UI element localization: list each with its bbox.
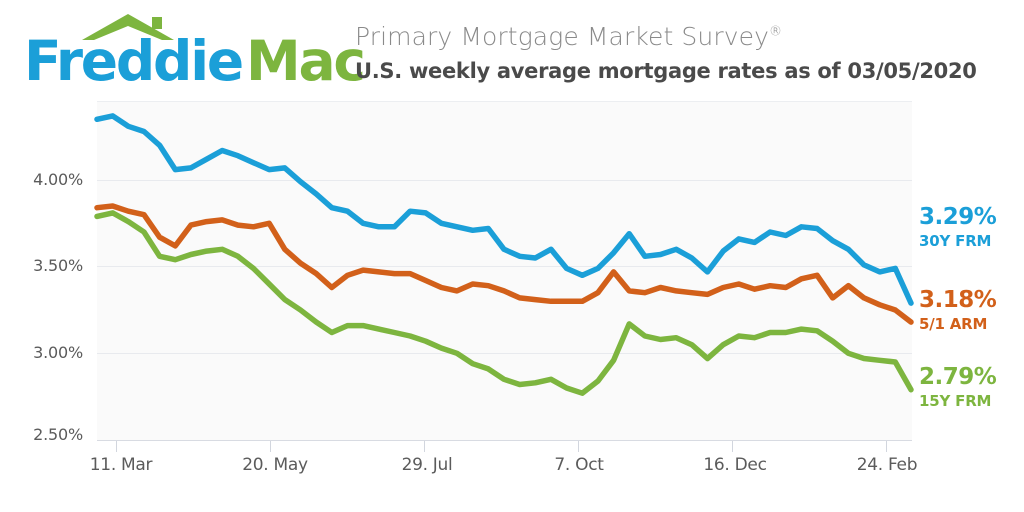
annotation-5-1-arm: 3.18% 5/1 ARM	[919, 287, 997, 334]
gridline-3.50	[97, 266, 912, 267]
annotation-name-15y-frm: 15Y FRM	[919, 392, 992, 410]
x-axis-line	[97, 440, 912, 441]
annotation-30y-frm: 3.29% 30Y FRM	[919, 204, 997, 251]
annotation-value-15y-frm: 2.79%	[919, 364, 997, 390]
annotation-name-5-1-arm: 5/1 ARM	[919, 315, 988, 333]
x-tick-label-2: 29. Jul	[401, 455, 453, 475]
logo-wordmark: FreddieMac	[24, 29, 366, 93]
house-roof-icon	[82, 14, 174, 40]
x-tick-mark-5	[886, 441, 887, 452]
logo-text-mac: Mac	[245, 29, 366, 93]
x-tick-label-3: 7. Oct	[554, 455, 604, 475]
series-line-15y-frm	[94, 210, 914, 396]
page-header: FreddieMac Primary Mortgage Market Surve…	[0, 0, 1024, 100]
annotation-name-30y-frm: 30Y FRM	[919, 232, 992, 250]
annotation-value-30y-frm: 3.29%	[919, 204, 997, 230]
survey-title: Primary Mortgage Market Survey®	[355, 22, 995, 52]
x-tick-label-5: 24. Feb	[856, 455, 918, 475]
registered-trademark-icon: ®	[769, 24, 783, 40]
y-tick-label-2.50: 2.50%	[33, 425, 83, 444]
y-tick-label-4.00: 4.00%	[33, 170, 83, 189]
survey-title-text: Primary Mortgage Market Survey	[355, 22, 769, 51]
freddie-mac-logo: FreddieMac	[24, 14, 366, 92]
gridline-3.00	[97, 353, 912, 354]
x-tick-label-4: 16. Dec	[703, 455, 767, 475]
y-tick-label-3.50: 3.50%	[33, 256, 83, 275]
annotation-value-5-1-arm: 3.18%	[919, 287, 997, 313]
x-tick-mark-3	[578, 441, 579, 452]
x-tick-mark-2	[424, 441, 425, 452]
logo-text-freddie: Freddie	[24, 29, 244, 93]
series-line-5-1-arm	[94, 203, 914, 325]
survey-subtitle: U.S. weekly average mortgage rates as of…	[355, 59, 977, 83]
gridline-4.00	[97, 180, 912, 181]
x-tick-label-0: 11. Mar	[89, 455, 153, 475]
x-tick-mark-0	[116, 441, 117, 452]
series-line-30y-frm	[94, 113, 914, 306]
y-tick-label-3.00: 3.00%	[33, 343, 83, 362]
plot-background	[97, 101, 912, 441]
x-tick-mark-1	[270, 441, 271, 452]
x-tick-label-1: 20. May	[242, 455, 308, 475]
annotation-15y-frm: 2.79% 15Y FRM	[919, 364, 997, 411]
x-tick-mark-4	[732, 441, 733, 452]
title-block: Primary Mortgage Market Survey® U.S. wee…	[355, 22, 995, 83]
